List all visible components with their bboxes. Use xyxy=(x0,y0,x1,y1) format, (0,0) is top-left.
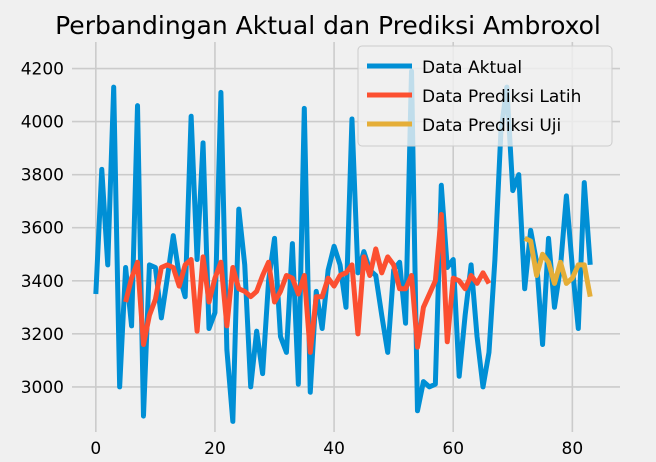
legend-label-1: Data Aktual xyxy=(422,58,522,78)
tick-labels: 3000 3200 3400 3600 3800 4000 4200 0 20 40 60 80 xyxy=(21,60,583,459)
legend-label-2: Data Prediksi Latih xyxy=(422,87,581,107)
legend-label-3: Data Prediksi Uji xyxy=(422,116,561,136)
legend-box xyxy=(357,45,613,147)
chart-title: Perbandingan Aktual dan Prediksi Ambroxo… xyxy=(55,11,601,40)
y-tick-label: 3800 xyxy=(21,166,64,186)
legend: Data Aktual Data Prediksi Latih Data Predi… xyxy=(357,45,613,147)
y-tick-label: 4000 xyxy=(21,113,64,133)
y-tick-label: 3600 xyxy=(21,219,64,239)
series-line-2 xyxy=(123,211,492,355)
y-tick-label: 3000 xyxy=(21,378,64,398)
x-tick-label: 20 xyxy=(204,439,226,459)
x-tick-label: 80 xyxy=(562,439,584,459)
x-tick-label: 40 xyxy=(323,439,345,459)
y-tick-label: 3200 xyxy=(21,325,64,345)
y-tick-label: 4200 xyxy=(21,60,64,80)
x-tick-label: 60 xyxy=(442,439,464,459)
x-tick-label: 0 xyxy=(90,439,101,459)
y-tick-label: 3400 xyxy=(21,272,64,292)
series-line-3 xyxy=(523,236,593,298)
